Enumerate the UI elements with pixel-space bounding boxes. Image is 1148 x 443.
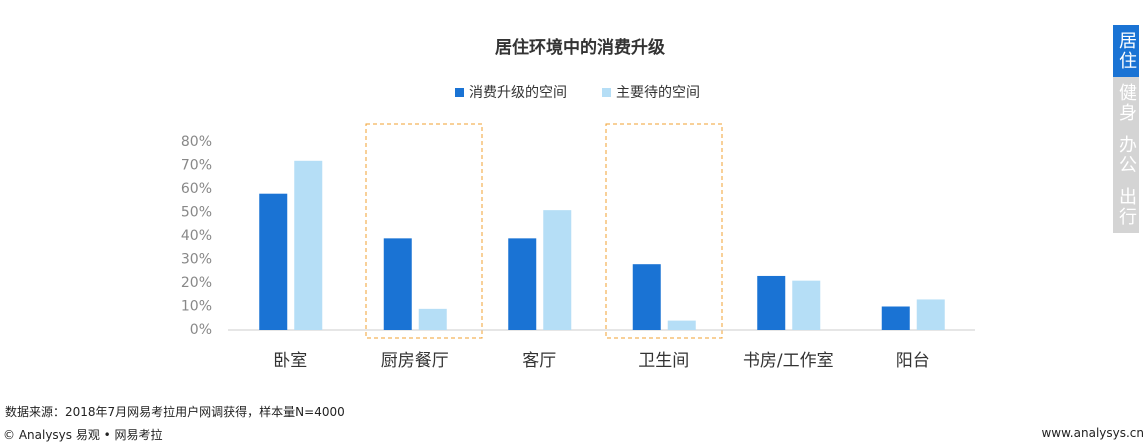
side-tab[interactable]: 出行 <box>1113 181 1139 233</box>
chart-title: 居住环境中的消费升级 <box>495 37 665 58</box>
x-tick-label: 卧室 <box>273 351 307 371</box>
side-tabs: 居住 健身 办公 出行 <box>1113 25 1148 233</box>
side-tab[interactable]: 居住 <box>1113 25 1139 77</box>
bar <box>916 299 945 330</box>
highlight-box <box>605 123 723 339</box>
legend-swatch <box>455 88 464 97</box>
x-tick-label: 卫生间 <box>638 351 689 371</box>
x-tick-label: 客厅 <box>522 351 556 371</box>
y-tick-label: 30% <box>181 252 212 268</box>
bar <box>383 238 412 330</box>
legend-swatch <box>602 88 611 97</box>
bar <box>632 264 661 330</box>
bar <box>792 280 821 330</box>
bar <box>508 238 537 330</box>
y-tick-label: 60% <box>181 181 212 197</box>
y-tick-label: 0% <box>190 322 212 338</box>
bar <box>294 160 323 330</box>
side-tab[interactable]: 办公 <box>1113 129 1139 181</box>
x-tick-label: 厨房餐厅 <box>381 351 449 371</box>
bar <box>667 320 696 330</box>
bar <box>543 210 572 330</box>
highlight-box <box>365 123 483 339</box>
legend-label: 主要待的空间 <box>616 85 700 101</box>
source-note: 数据来源：2018年7月网易考拉用户网调获得，样本量N=4000 <box>5 405 345 419</box>
y-tick-label: 20% <box>181 275 212 291</box>
copyright: © Analysys 易观 • 网易考拉 <box>3 428 163 442</box>
y-tick-label: 10% <box>181 299 212 315</box>
chart: 居住环境中的消费升级 0% 10% 20% 30% 40% 50% 60% 70% 80% 消费升… <box>181 37 975 371</box>
side-tab[interactable]: 健身 <box>1113 77 1139 129</box>
bar <box>418 308 447 330</box>
y-tick-label: 50% <box>181 205 212 221</box>
y-tick-label: 40% <box>181 228 212 244</box>
y-tick-label: 70% <box>181 158 212 174</box>
legend-label: 消费升级的空间 <box>469 85 567 101</box>
bar <box>259 193 288 330</box>
bar <box>757 275 786 330</box>
x-tick-label: 阳台 <box>896 351 930 371</box>
bar <box>881 306 910 330</box>
website: www.analysys.cn <box>1041 426 1144 440</box>
y-tick-label: 80% <box>181 134 212 150</box>
x-tick-label: 书房/工作室 <box>743 351 834 371</box>
